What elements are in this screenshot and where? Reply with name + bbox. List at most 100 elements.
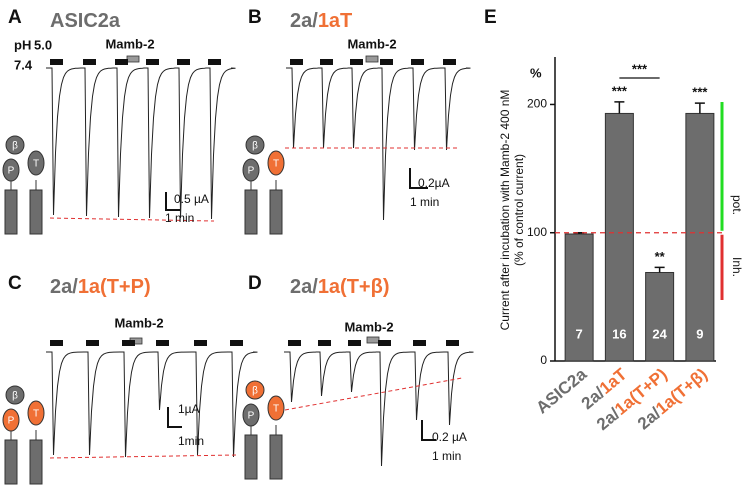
current-trace [286,67,471,221]
drug-bar [365,55,379,63]
significance: *** [612,83,628,98]
title-part: 2a/ [50,276,78,298]
bar [685,112,715,362]
ph-pulse [146,59,159,65]
subunit [2,158,20,182]
scale-bar [421,420,436,441]
ph-pulse [446,340,459,346]
tm-domain [29,439,43,485]
drug-label: Mamb-2 [114,315,163,330]
panel-letter: E [484,7,497,28]
subunit-label: β [252,386,258,397]
subunit [267,395,285,421]
scale-y: 1µA [178,402,200,416]
tm-domain [244,434,258,480]
bar [604,112,634,362]
scale-y: 0.2µA [418,176,450,190]
scale-x: 1min [178,434,204,448]
tm-domain [4,189,18,235]
subunit [245,135,265,155]
tm-domain [4,439,18,485]
subunit-label: β [12,391,18,402]
bar [645,271,675,362]
title-part: 2a/ [290,10,318,32]
current-trace [46,67,236,220]
panel-title: 2a/1a(T+P) [50,276,151,298]
baseline-ref [49,217,215,222]
scale-bar [165,192,180,211]
panel-letter: D [248,273,262,294]
subunit-label: β [252,141,258,152]
y-tick-label: 100 [527,225,547,239]
title-part: 1a(T+P) [78,276,151,298]
ph-pulse [443,59,456,65]
inh-label: Inh. [730,257,744,277]
ph-pulse [288,340,301,346]
panel-letter: B [248,7,262,28]
subunit-label: P [8,166,15,177]
drug-bar [126,55,140,63]
drug-label: Mamb-2 [105,36,154,51]
title-part: 1aT [318,10,352,32]
y-tick-label: 0 [540,353,547,367]
ph-pulse [350,59,363,65]
baseline-ref [284,377,463,411]
ph-pulse [230,340,243,346]
category-part: ASIC2a [533,365,591,418]
subunit [2,408,20,432]
bracket-label: *** [632,61,648,76]
x-tick-label: ASIC2a [533,365,591,418]
ph-pulse [318,340,331,346]
ph-pulse [50,340,63,346]
ph-pulse [348,340,361,346]
current-trace [284,351,474,467]
subunit-label: P [248,411,255,422]
unit-label: % [530,65,542,80]
error-bar [694,102,705,114]
scale-y: 0.2 µA [432,430,467,444]
ph-low: 7.4 [14,57,33,72]
ph-pulse [83,59,96,65]
ph-label: pH [14,37,31,52]
ph-pulse [411,59,424,65]
significance: *** [692,85,708,100]
ph-pulse [378,340,391,346]
subunit [242,403,260,427]
drug-label: Mamb-2 [347,36,396,51]
subunit [5,385,25,405]
ph-pulse [380,59,393,65]
subunit-label: T [273,159,279,170]
n-label: 9 [696,326,703,341]
subunit-label: T [33,159,39,170]
ph-pulse [156,340,169,346]
drug-label: Mamb-2 [344,319,393,334]
tm-domain [269,189,283,235]
significance: ** [655,249,666,264]
scale-bar [167,407,182,428]
ph-pulse [177,59,190,65]
y-axis-label: Current after incubation with Mamb-2 400… [498,90,512,331]
drug-bar [366,336,380,344]
error-bar [654,266,665,273]
pot-label: pot. [730,195,744,215]
current-trace [46,351,258,458]
n-label: 16 [612,326,626,341]
ph-pulse [290,59,303,65]
panel-title: 2a/1aT [290,10,352,32]
n-label: 24 [652,326,667,341]
panel-title: ASIC2a [50,10,121,32]
subunit [267,150,285,176]
panel-title: 2a/1a(T+β) [290,276,389,298]
subunit-label: T [33,409,39,420]
subunit [5,135,25,155]
ph-pulse [413,340,426,346]
n-label: 7 [576,326,583,341]
subunit-label: β [12,141,18,152]
baseline-ref [49,454,237,459]
ph-pulse [50,59,63,65]
bar [564,233,594,362]
ph-pulse [320,59,333,65]
title-part: 1a(T+β) [318,276,390,298]
subunit-label: T [273,404,279,415]
